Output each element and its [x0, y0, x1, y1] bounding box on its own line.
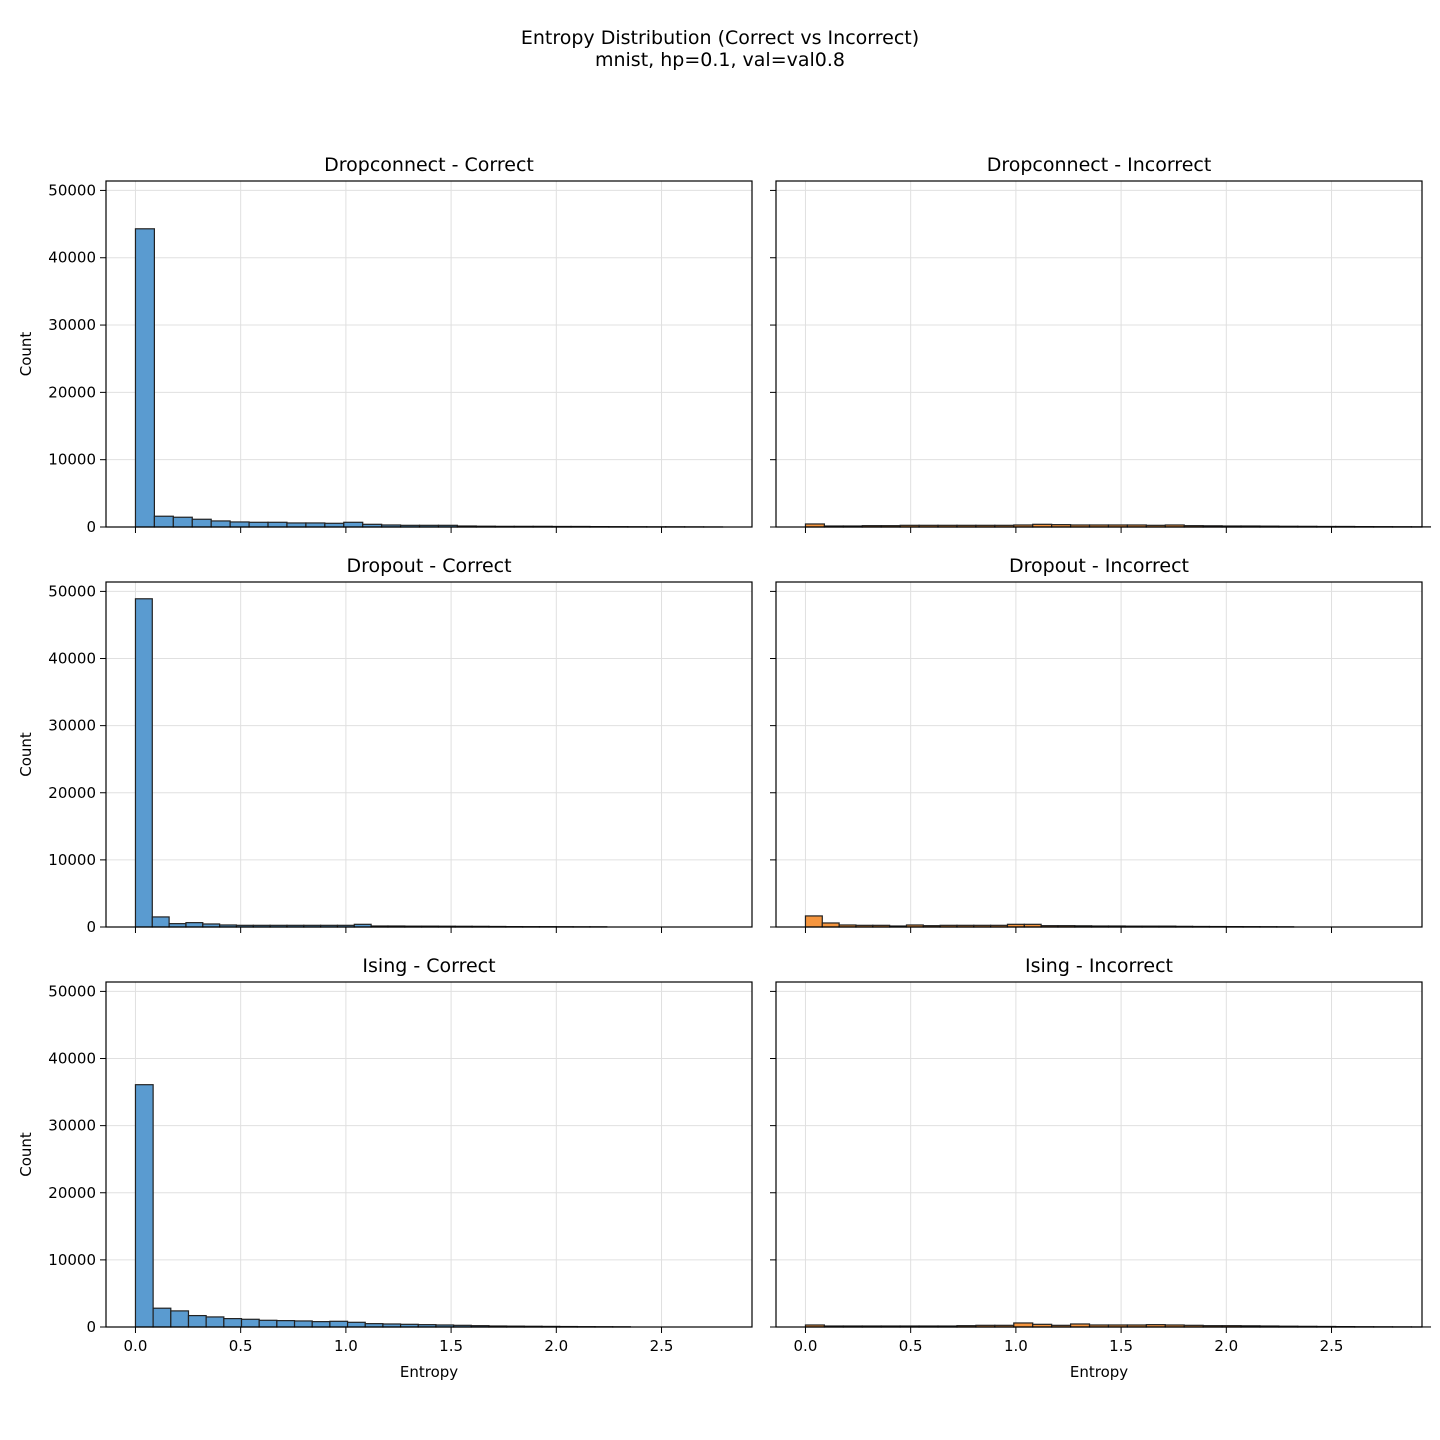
panel-6: 0.0 0.5 1.0 1.5 2.0 2.5 Ising - Incorrect Entro… [770, 955, 1432, 1381]
x-tick-label: 0.0 [794, 1337, 818, 1355]
y-tick-label: 30000 [48, 717, 96, 735]
panel-title: Dropconnect - Correct [324, 154, 534, 176]
histogram-bar [240, 1318, 260, 1328]
histogram-bar [1013, 1322, 1034, 1328]
axes-frame [105, 581, 753, 928]
y-axis-label: Count [17, 332, 35, 377]
panel-2: Dropconnect - Incorrect [770, 154, 1432, 533]
panel-title: Dropconnect - Incorrect [987, 154, 1212, 176]
figure-title: Entropy Distribution (Correct vs Incorre… [521, 27, 919, 49]
y-tick-label: 0 [86, 918, 96, 936]
histogram-bar [804, 915, 823, 928]
histogram-bar [329, 1320, 349, 1328]
x-tick-label: 1.5 [439, 1337, 463, 1355]
y-axis-label: Count [17, 1132, 35, 1177]
x-tick-label: 2.0 [1214, 1337, 1238, 1355]
histogram-bar [185, 922, 204, 928]
histogram-bar [153, 515, 174, 528]
histogram-bar [821, 922, 840, 928]
histogram-bar [152, 1307, 172, 1328]
y-tick-label: 0 [86, 518, 96, 536]
histogram-bar [223, 1318, 243, 1328]
histogram-bar [134, 228, 155, 528]
x-axis-label: Entropy [1070, 1363, 1128, 1381]
y-tick-label: 20000 [48, 1184, 96, 1202]
histogram-bar [258, 1319, 278, 1328]
y-tick-label: 10000 [48, 451, 96, 469]
y-tick-label: 40000 [48, 249, 96, 267]
figure-subtitle: mnist, hp=0.1, val=val0.8 [595, 49, 845, 71]
panel-title: Dropout - Incorrect [1009, 555, 1189, 577]
y-tick-label: 30000 [48, 316, 96, 334]
histogram-bar [343, 521, 364, 528]
x-tick-label: 1.0 [334, 1337, 358, 1355]
y-tick-label: 10000 [48, 1251, 96, 1269]
panel-title: Ising - Correct [362, 955, 495, 977]
histogram-bar [170, 1310, 190, 1328]
histogram-bar [172, 516, 193, 528]
panel-4: Dropout - Incorrect [770, 555, 1423, 933]
histogram-bar [151, 916, 170, 928]
histogram-bar [286, 522, 307, 528]
x-tick-label: 2.5 [650, 1337, 674, 1355]
x-tick-label: 2.0 [544, 1337, 568, 1355]
histogram-bar [293, 1320, 313, 1328]
panel-3: 0 10000 20000 30000 40000 50000 Dropout - Corr… [17, 555, 753, 936]
x-axis-label: Entropy [400, 1363, 458, 1381]
histogram-bar [134, 598, 153, 928]
histogram-bar [267, 521, 288, 528]
y-tick-label: 50000 [48, 181, 96, 199]
axes-frame [775, 180, 1423, 528]
panel-1: 0 10000 20000 30000 40000 50000 Dropconnect - … [17, 154, 753, 536]
x-tick-label: 0.5 [229, 1337, 253, 1355]
axes-frame [105, 180, 753, 528]
histogram-bar [187, 1314, 207, 1328]
x-tick-label: 0.5 [899, 1337, 923, 1355]
panel-title: Dropout - Correct [346, 555, 511, 577]
histogram-bar [276, 1320, 296, 1328]
y-tick-label: 0 [86, 1318, 96, 1336]
y-tick-label: 50000 [48, 982, 96, 1000]
histogram-bar [248, 521, 269, 528]
panels: 0 10000 20000 30000 40000 50000 Dropconnect - … [17, 154, 1432, 1381]
x-tick-label: 1.0 [1004, 1337, 1028, 1355]
x-tick-label: 1.5 [1109, 1337, 1133, 1355]
x-tick-label: 0.0 [124, 1337, 148, 1355]
axes-frame [775, 981, 1423, 1328]
histogram-bar [346, 1321, 366, 1328]
histogram-bar [191, 518, 212, 528]
y-tick-label: 50000 [48, 582, 96, 600]
y-axis-label: Count [17, 732, 35, 777]
y-tick-label: 10000 [48, 851, 96, 869]
y-tick-label: 40000 [48, 650, 96, 668]
axes-frame [775, 581, 1423, 928]
panel-title: Ising - Incorrect [1025, 955, 1173, 977]
y-tick-label: 20000 [48, 383, 96, 401]
histogram-bar [229, 521, 250, 528]
y-tick-label: 30000 [48, 1117, 96, 1135]
panel-5: 0.0 0.5 1.0 1.5 2.0 2.5 0 10000 20000 30000 40000 5… [17, 955, 753, 1381]
histogram-bar [134, 1084, 154, 1328]
x-tick-label: 2.5 [1320, 1337, 1344, 1355]
axes-frame [105, 981, 753, 1328]
histogram-bar [205, 1316, 225, 1328]
y-tick-label: 20000 [48, 784, 96, 802]
y-tick-label: 40000 [48, 1050, 96, 1068]
histogram-bar [210, 520, 231, 528]
histogram-bar [305, 522, 326, 528]
histogram-bar [311, 1321, 331, 1328]
